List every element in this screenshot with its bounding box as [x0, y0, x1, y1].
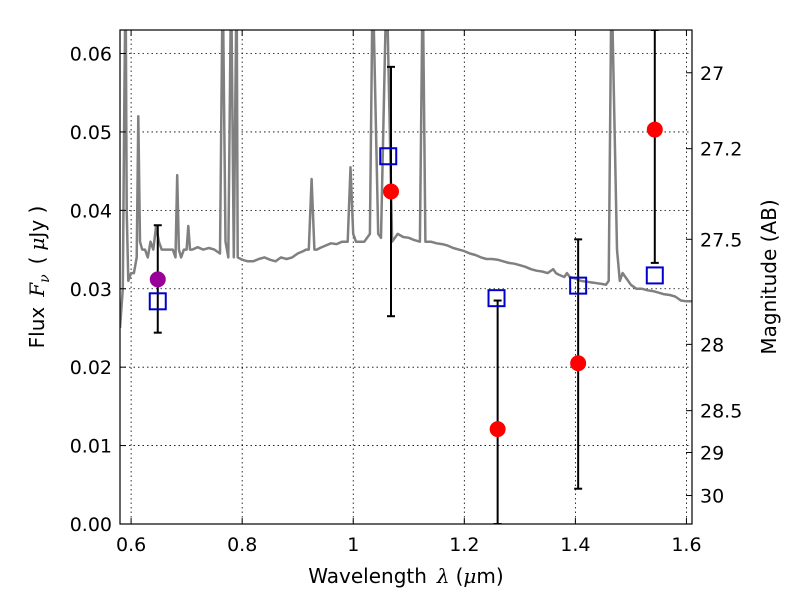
x-tick-label: 1.6 [671, 534, 701, 556]
x-tick-label: 1 [347, 534, 359, 556]
x-axis-title: Wavelength λ (μm) [308, 564, 503, 588]
magnitude-tick-label: 28.5 [700, 401, 742, 423]
magnitude-tick-label: 27 [700, 63, 724, 85]
y-tick-label: 0.03 [70, 279, 112, 301]
plot-background [120, 30, 692, 524]
magnitude-tick-label: 29 [700, 442, 724, 464]
observed-point [646, 121, 663, 138]
magnitude-tick-label: 27.2 [700, 139, 742, 161]
y-axis-title: FluxFν(μJy ) [25, 206, 53, 349]
observed-point [383, 183, 400, 200]
y-tick-label: 0.00 [70, 514, 112, 536]
x-tick-label: 1.2 [449, 534, 479, 556]
observed-point [149, 271, 166, 288]
y-axis-ticks: 0.00 0.01 0.02 0.03 0.04 0.05 0.06 [70, 44, 126, 536]
magnitude-axis-ticks: 27 27.2 27.5 28 28.5 29 30 [686, 63, 742, 508]
plot-frame [119, 29, 693, 525]
y-tick-label: 0.04 [70, 200, 112, 222]
magnitude-tick-label: 27.5 [700, 229, 742, 251]
model-point [645, 266, 664, 285]
spectrum-line [120, 30, 692, 329]
x-tick-label: 0.6 [116, 534, 146, 556]
model-point [379, 147, 398, 166]
magnitude-axis-title: Magnitude (AB) [757, 199, 781, 354]
y-tick-label: 0.06 [70, 44, 112, 66]
x-axis-ticks: 0.6 0.8 1 1.2 1.4 1.6 [116, 30, 702, 556]
magnitude-tick-label: 28 [700, 334, 724, 356]
y-tick-label: 0.02 [70, 357, 112, 379]
model-point [569, 276, 588, 295]
observed-points [149, 121, 663, 438]
observed-point [570, 355, 587, 372]
y-tick-label: 0.01 [70, 436, 112, 458]
y-tick-label: 0.05 [70, 122, 112, 144]
magnitude-tick-label: 30 [700, 486, 724, 508]
model-point [487, 289, 506, 308]
model-point [148, 292, 167, 311]
x-tick-label: 1.4 [560, 534, 590, 556]
model-photometry-points [148, 147, 664, 311]
observed-point [489, 421, 506, 438]
x-tick-label: 0.8 [227, 534, 257, 556]
